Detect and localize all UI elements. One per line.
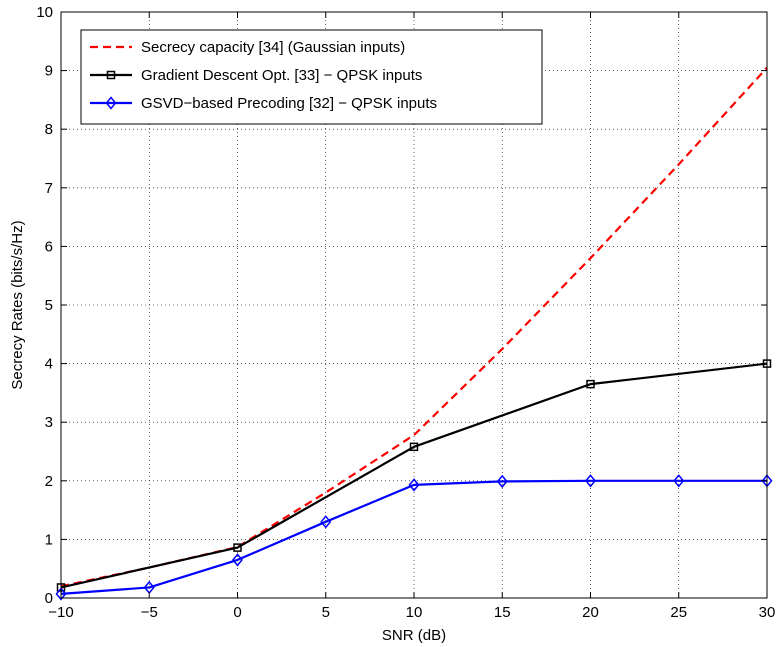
diamond-marker	[496, 474, 508, 489]
legend-label: Gradient Descent Opt. [33] − QPSK inputs	[141, 67, 422, 84]
x-tick-label: 0	[233, 604, 241, 621]
legend-label: Secrecy capacity [34] (Gaussian inputs)	[141, 39, 405, 56]
square-marker	[409, 442, 419, 452]
diamond-marker	[408, 478, 420, 492]
y-tick-label: 2	[45, 473, 53, 490]
series-line	[60, 362, 768, 589]
x-tick-labels: −10 −5 0 5 10 15 20 25 30	[48, 604, 775, 621]
series-layer	[55, 66, 773, 601]
grid-lines	[61, 12, 767, 598]
diamond-marker	[232, 553, 243, 567]
y-tick-label: 1	[45, 531, 53, 548]
diamond-marker	[55, 587, 67, 601]
diamond-marker	[320, 515, 332, 529]
legend-entry-2: Gradient Descent Opt. [33] − QPSK inputs	[90, 67, 422, 84]
x-tick-label: 20	[582, 604, 599, 621]
x-axis-label: SNR (dB)	[382, 627, 446, 644]
x-tick-label: 30	[759, 604, 776, 621]
legend-box	[80, 29, 543, 125]
y-tick-label: 8	[45, 121, 53, 138]
x-tick-label: 25	[670, 604, 687, 621]
x-tick-label: 5	[322, 604, 330, 621]
diamond-marker	[585, 474, 596, 488]
x-tick-label: −5	[141, 604, 158, 621]
legend-label: GSVD−based Precoding [32] − QPSK inputs	[141, 95, 437, 112]
series-3	[55, 474, 773, 601]
y-tick-label: 7	[45, 180, 53, 197]
series-line	[60, 479, 767, 595]
x-tick-label: −10	[48, 604, 73, 621]
diamond-marker	[105, 96, 117, 110]
square-marker	[586, 379, 595, 389]
tick-marks	[60, 11, 768, 599]
y-tick-label: 10	[36, 4, 53, 21]
y-axis-label: Secrecy Rates (bits/s/Hz)	[9, 220, 26, 389]
y-tick-label: 0	[45, 590, 53, 607]
y-tick-label: 6	[45, 238, 53, 255]
y-tick-label: 9	[45, 63, 53, 80]
square-marker	[106, 70, 116, 80]
legend: Secrecy capacity [34] (Gaussian inputs) G…	[80, 29, 543, 125]
x-tick-label: 10	[406, 604, 423, 621]
legend-entry-3: GSVD−based Precoding [32] − QPSK inputs	[90, 95, 437, 112]
series-2	[56, 359, 772, 592]
legend-entry-1: Secrecy capacity [34] (Gaussian inputs)	[90, 39, 405, 56]
y-tick-label: 4	[45, 356, 53, 373]
diamond-marker	[673, 474, 685, 488]
square-marker	[233, 543, 242, 552]
y-tick-label: 3	[45, 414, 53, 431]
x-tick-label: 15	[494, 604, 511, 621]
y-tick-label: 5	[45, 297, 53, 314]
y-tick-labels: 0 1 2 3 4 5 6 7 8 9 10	[36, 4, 53, 607]
